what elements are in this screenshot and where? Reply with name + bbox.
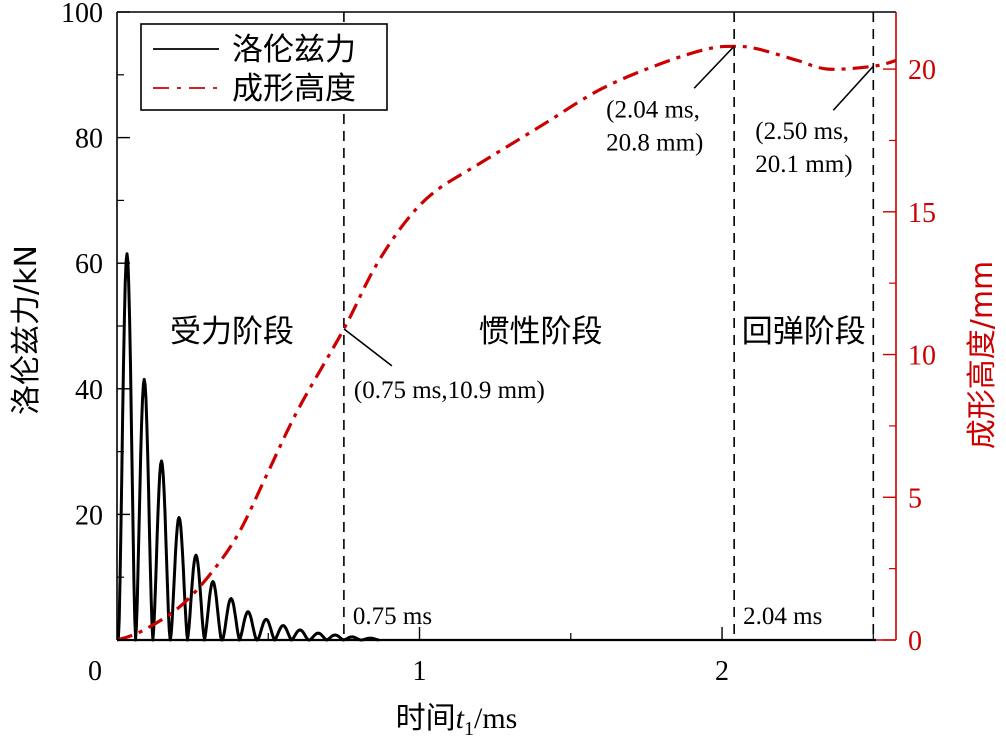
y-right-tick-label: 0: [908, 626, 922, 657]
y-left-tick-label: 80: [75, 124, 103, 155]
y-right-tick-label: 20: [908, 55, 936, 86]
axis-ticks: 0 1 2 20 40 60 80 100 0 5 10 15 20: [61, 0, 936, 687]
annotation-1-line2: 20.8 mm): [606, 129, 703, 156]
y-right-tick-label: 10: [908, 341, 936, 372]
vline-label-1: 2.04 ms: [743, 603, 822, 630]
annotation-2-line2: 20.1 mm): [755, 151, 852, 178]
annotation-1-line1: (2.04 ms,: [606, 96, 700, 123]
legend-label-height: 成形高度: [232, 71, 356, 107]
legend-label-force: 洛伦兹力: [232, 32, 356, 68]
forming-height-series: [116, 44, 897, 642]
y-left-tick-label: 20: [75, 500, 103, 531]
y-right-tick-label: 5: [908, 483, 922, 514]
forming-height-line: [116, 44, 897, 642]
vline-label-0: 0.75 ms: [353, 603, 432, 630]
y-right-axis-title: 成形高度/mm: [965, 261, 1000, 450]
stage-label-1: 惯性阶段: [479, 314, 603, 350]
legend-box: [140, 23, 388, 111]
y-left-axis-title: 洛伦兹力/kN: [9, 245, 44, 415]
stage-divider-lines: 0.75 ms 2.04 ms: [343, 12, 875, 640]
axis-titles: 时间t1/ms 洛伦兹力/kN 成形高度/mm: [9, 245, 1000, 737]
stage-labels: 受力阶段 惯性阶段 回弹阶段: [170, 314, 866, 350]
x-tick-label: 2: [715, 656, 729, 687]
annotation-2-line1: (2.50 ms,: [755, 118, 849, 145]
annotations: (0.75 ms,10.9 mm) (2.04 ms, 20.8 mm) (2.50 …: [343, 45, 874, 404]
x-axis-title: 时间t1/ms: [396, 701, 518, 737]
lorentz-force-line: [116, 252, 380, 642]
stage-label-2: 回弹阶段: [742, 314, 866, 350]
lorentz-force-series: [116, 252, 380, 642]
x-tick-label: 0: [88, 656, 102, 687]
stage-label-0: 受力阶段: [170, 314, 294, 350]
y-right-tick-label: 15: [908, 198, 936, 229]
y-left-tick-label: 100: [61, 0, 103, 29]
annotation-0: (0.75 ms,10.9 mm): [354, 377, 545, 404]
x-tick-label: 1: [413, 656, 427, 687]
y-left-tick-label: 40: [75, 375, 103, 406]
y-left-tick-label: 60: [75, 249, 103, 280]
